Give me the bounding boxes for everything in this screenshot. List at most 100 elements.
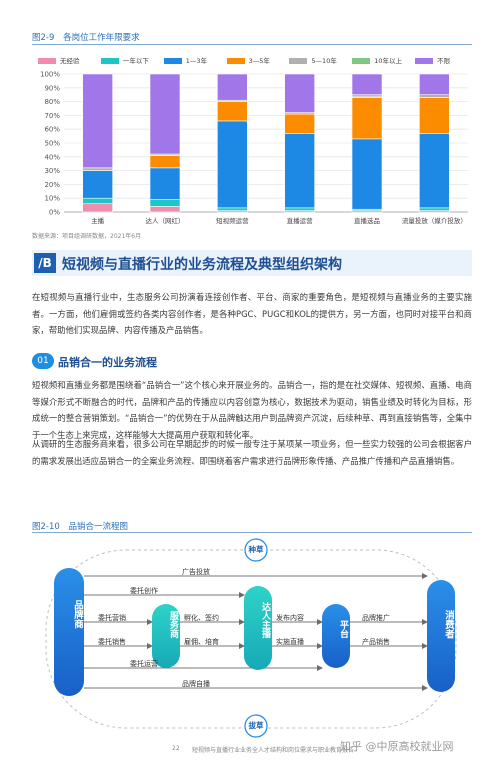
legend-swatch [38, 58, 56, 64]
bar-segment [351, 138, 383, 210]
legend-label: 一年以下 [122, 57, 149, 65]
legend-item: 10年以上 [352, 55, 402, 65]
node-host-shape [244, 586, 272, 670]
label-live: 实施直播 [276, 638, 304, 646]
label-sales2: 委托运营 [130, 660, 158, 668]
y-tick-label: 0% [49, 209, 60, 217]
legend-label: 5—10年 [311, 57, 337, 65]
bar-segment [284, 207, 315, 211]
flow-diagram-svg [45, 538, 457, 738]
y-tick-label: 30% [44, 167, 60, 175]
node-brand-shape [54, 568, 84, 696]
bar-segment [149, 73, 181, 155]
bar-segment [419, 73, 450, 96]
x-tick-label: 流量投放（媒介投放） [402, 216, 467, 225]
node-consumer: 消费者 [443, 610, 454, 639]
label-operation: 委托营销 [98, 614, 126, 622]
figure2-caption: 图2-10 品销合一流程图 [32, 520, 128, 532]
caption2-divider [32, 532, 472, 533]
figure-title: 各岗位工作年限要求 [63, 33, 140, 43]
node-agency-shape [152, 604, 180, 668]
label-hire: 雇佣、培育 [184, 638, 219, 646]
y-tick-label: 70% [44, 112, 60, 120]
bar-segment [149, 199, 181, 207]
subsection-paragraph-2: 从调研的生态服务商来看，很多公司在早期起步的时候一般专注于某项某一项业务，但一些… [32, 439, 472, 466]
figure2-number: 图2-10 [32, 522, 60, 532]
label-sales: 委托销售 [98, 638, 126, 646]
label-publish: 发布内容 [276, 614, 304, 622]
bar-segment [284, 73, 315, 113]
legend-label: 不限 [437, 57, 451, 65]
watermark: 知乎 @中原高校就业网 [340, 740, 454, 753]
x-tick-label: 直播运营 [287, 216, 314, 225]
section-header [32, 250, 472, 276]
label-creation: 委托创作 [130, 587, 158, 595]
x-tick-label: 达人（网红） [146, 216, 185, 225]
bar-segment [351, 97, 383, 140]
label-promo: 品牌推广 [362, 614, 390, 622]
legend-item: 1—3年 [163, 55, 207, 65]
buying-circle [244, 714, 268, 738]
node-platform: 平台 [338, 620, 348, 638]
section-title: 短视频与直播行业的业务流程及典型组织架构 [62, 257, 342, 273]
y-tick-label: 80% [44, 98, 60, 106]
label-product-sale: 产品销售 [362, 638, 390, 646]
bar-segment [351, 73, 383, 96]
y-tick-label: 10% [44, 195, 60, 203]
node-agency: 服务商 [168, 611, 178, 638]
subsection-title: 品销合一的业务流程 [58, 356, 157, 369]
bar-segment [82, 197, 113, 205]
page-number: 22 [172, 745, 180, 752]
footer-title: 短视频与直播行业业务全人才结构和岗位需求与职业教育报告 [192, 747, 355, 754]
y-tick-label: 20% [44, 181, 60, 189]
bar-segment [419, 207, 450, 211]
legend-swatch [163, 58, 182, 64]
bar-segment [217, 120, 248, 209]
node-platform-shape [322, 604, 350, 668]
bar-segment [419, 97, 450, 134]
caption-divider [32, 44, 472, 45]
bar-segment [217, 101, 248, 122]
bar-segment [149, 167, 181, 200]
label-ad: 广告投放 [182, 568, 210, 576]
figure-number: 图2-9 [32, 33, 55, 43]
figure-caption: 图2-9 各岗位工作年限要求 [32, 31, 140, 43]
bar-segment [82, 167, 113, 171]
legend-label: 10年以上 [374, 57, 403, 65]
flow-diagram: 品牌商 服务商 达人主播 平台 消费者 种草 拔草 广告投放 委托创作 委托营销… [32, 538, 472, 738]
bar-segment [284, 133, 315, 209]
legend-label: 3—5年 [248, 57, 270, 65]
y-tick-label: 60% [44, 126, 60, 134]
label-self-live: 品牌自播 [182, 680, 210, 688]
legend-swatch [415, 58, 434, 64]
node-consumer-shape [427, 580, 455, 692]
buying-label: 拔草 [248, 721, 264, 730]
seeding-circle [244, 538, 268, 562]
subsection-paragraph-1: 短视频和直播业务都是围绕着“品销合一”这个核心来开展业务的。品销合一，指的是在社… [32, 380, 472, 440]
bar-segment [82, 203, 113, 213]
bar-segment [217, 73, 248, 101]
legend-item: 无经验 [38, 55, 80, 65]
x-tick-label: 主播 [91, 216, 105, 225]
bar-segment [149, 206, 181, 213]
bar-segment [82, 73, 113, 169]
node-host: 达人主播 [260, 602, 270, 638]
subsection-badge: 01 [32, 353, 54, 369]
label-incubate: 孵化、签约 [184, 614, 219, 622]
x-tick-label: 直播选品 [354, 216, 380, 225]
chart-source: 数据来源：项目组调研数据，2021年6月 [32, 233, 142, 240]
figure2-title: 品销合一流程图 [68, 522, 129, 532]
legend-item: 一年以下 [100, 55, 149, 65]
section-badge: /B [34, 253, 56, 273]
legend-label: 1—3年 [185, 57, 207, 65]
legend-label: 无经验 [60, 57, 80, 65]
legend-swatch [100, 58, 119, 64]
legend-swatch [226, 58, 245, 64]
node-brand: 品牌商 [72, 600, 83, 629]
stacked-bar-chart: 0% 10% 20% 30% 40% 50% 60% 70% 80% 90% 100% 主播 达人（网红… [40, 71, 468, 225]
y-tick-label: 50% [44, 140, 60, 148]
bar-segment [419, 94, 450, 98]
y-tick-label: 90% [44, 84, 60, 92]
chart-legend: 无经验 一年以下 1—3年 3—5年 5—10年 10年以上 不限 [38, 55, 478, 65]
legend-item: 3—5年 [226, 55, 270, 65]
